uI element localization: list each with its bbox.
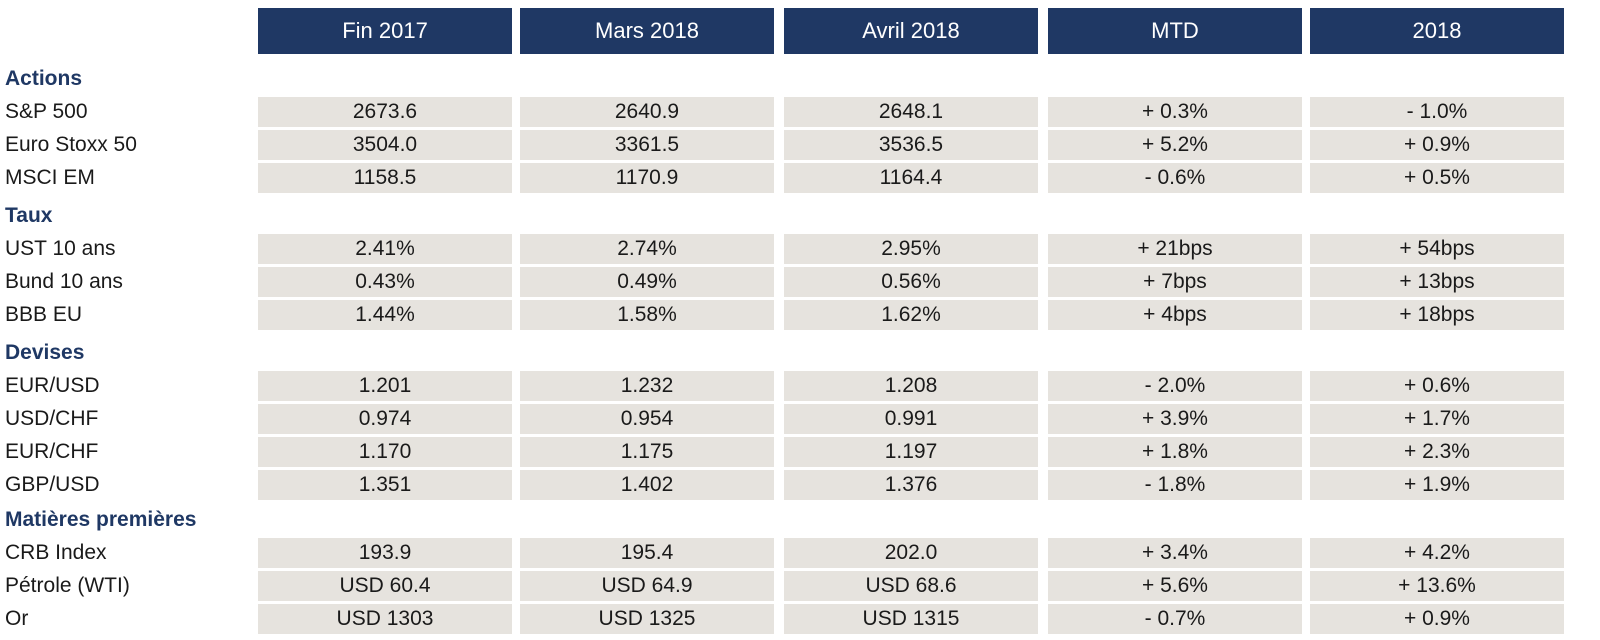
table-cell: 0.991 xyxy=(784,404,1038,434)
table-cell: 1.402 xyxy=(520,470,774,500)
table-cell: 1.175 xyxy=(520,437,774,467)
table-cell: + 4bps xyxy=(1048,300,1302,330)
section-title-matieres-premieres: Matières premières xyxy=(5,508,197,531)
table-cell: 1.44% xyxy=(258,300,512,330)
row-label: Or xyxy=(5,607,29,630)
table-cell: 1.232 xyxy=(520,371,774,401)
table-cell: 1.170 xyxy=(258,437,512,467)
table-cell: - 0.7% xyxy=(1048,604,1302,634)
row-label: BBB EU xyxy=(5,303,83,326)
table-cell: 0.49% xyxy=(520,267,774,297)
table-cell: + 21bps xyxy=(1048,234,1302,264)
section-title-devises: Devises xyxy=(5,341,85,364)
table-cell: USD 1303 xyxy=(258,604,512,634)
table-cell: 1.62% xyxy=(784,300,1038,330)
column-header-2018: 2018 xyxy=(1310,8,1564,54)
table-cell: - 2.0% xyxy=(1048,371,1302,401)
table-cell: 2640.9 xyxy=(520,97,774,127)
row-label: Euro Stoxx 50 xyxy=(5,133,137,156)
table-cell: 3536.5 xyxy=(784,130,1038,160)
table-cell: + 2.3% xyxy=(1310,437,1564,467)
table-cell: 3504.0 xyxy=(258,130,512,160)
table-cell: 1.351 xyxy=(258,470,512,500)
row-label: GBP/USD xyxy=(5,473,100,496)
table-cell: 1.376 xyxy=(784,470,1038,500)
table-cell: 193.9 xyxy=(258,538,512,568)
table-cell: USD 60.4 xyxy=(258,571,512,601)
table-cell: 1170.9 xyxy=(520,163,774,193)
table-cell: - 0.6% xyxy=(1048,163,1302,193)
table-cell: + 5.2% xyxy=(1048,130,1302,160)
row-label: Pétrole (WTI) xyxy=(5,574,130,597)
table-cell: + 1.7% xyxy=(1310,404,1564,434)
table-cell: 1.208 xyxy=(784,371,1038,401)
row-label: USD/CHF xyxy=(5,407,99,430)
table-cell: 1.58% xyxy=(520,300,774,330)
table-cell: 1.197 xyxy=(784,437,1038,467)
table-cell: 0.43% xyxy=(258,267,512,297)
row-label: EUR/USD xyxy=(5,374,100,397)
row-label: S&P 500 xyxy=(5,100,88,123)
table-cell: 1.201 xyxy=(258,371,512,401)
table-cell: + 0.9% xyxy=(1310,130,1564,160)
row-label: CRB Index xyxy=(5,541,107,564)
table-cell: 0.56% xyxy=(784,267,1038,297)
table-cell: USD 1325 xyxy=(520,604,774,634)
table-cell: + 5.6% xyxy=(1048,571,1302,601)
table-cell: 195.4 xyxy=(520,538,774,568)
section-title-actions: Actions xyxy=(5,67,83,90)
table-cell: + 3.9% xyxy=(1048,404,1302,434)
table-cell: + 13bps xyxy=(1310,267,1564,297)
table-cell: 2648.1 xyxy=(784,97,1038,127)
table-cell: 0.954 xyxy=(520,404,774,434)
table-cell: - 1.0% xyxy=(1310,97,1564,127)
table-cell: + 0.9% xyxy=(1310,604,1564,634)
table-cell: + 13.6% xyxy=(1310,571,1564,601)
table-cell: + 0.5% xyxy=(1310,163,1564,193)
column-header-mars-2018: Mars 2018 xyxy=(520,8,774,54)
table-cell: USD 64.9 xyxy=(520,571,774,601)
table-cell: + 1.8% xyxy=(1048,437,1302,467)
table-cell: 2.95% xyxy=(784,234,1038,264)
table-cell: + 54bps xyxy=(1310,234,1564,264)
table-cell: 1164.4 xyxy=(784,163,1038,193)
section-title-taux: Taux xyxy=(5,204,53,227)
table-cell: 2673.6 xyxy=(258,97,512,127)
table-cell: + 18bps xyxy=(1310,300,1564,330)
table-cell: + 0.6% xyxy=(1310,371,1564,401)
table-cell: 1158.5 xyxy=(258,163,512,193)
table-cell: + 3.4% xyxy=(1048,538,1302,568)
table-cell: 3361.5 xyxy=(520,130,774,160)
column-header-mtd: MTD xyxy=(1048,8,1302,54)
table-cell: 202.0 xyxy=(784,538,1038,568)
table-cell: 2.74% xyxy=(520,234,774,264)
table-cell: + 0.3% xyxy=(1048,97,1302,127)
table-cell: USD 1315 xyxy=(784,604,1038,634)
column-header-fin-2017: Fin 2017 xyxy=(258,8,512,54)
table-cell: 0.974 xyxy=(258,404,512,434)
row-label: UST 10 ans xyxy=(5,237,116,260)
table-cell: USD 68.6 xyxy=(784,571,1038,601)
row-label: EUR/CHF xyxy=(5,440,99,463)
table-cell: + 4.2% xyxy=(1310,538,1564,568)
table-cell: + 1.9% xyxy=(1310,470,1564,500)
row-label: Bund 10 ans xyxy=(5,270,123,293)
column-header-avril-2018: Avril 2018 xyxy=(784,8,1038,54)
table-cell: + 7bps xyxy=(1048,267,1302,297)
table-cell: 2.41% xyxy=(258,234,512,264)
row-label: MSCI EM xyxy=(5,166,95,189)
table-cell: - 1.8% xyxy=(1048,470,1302,500)
